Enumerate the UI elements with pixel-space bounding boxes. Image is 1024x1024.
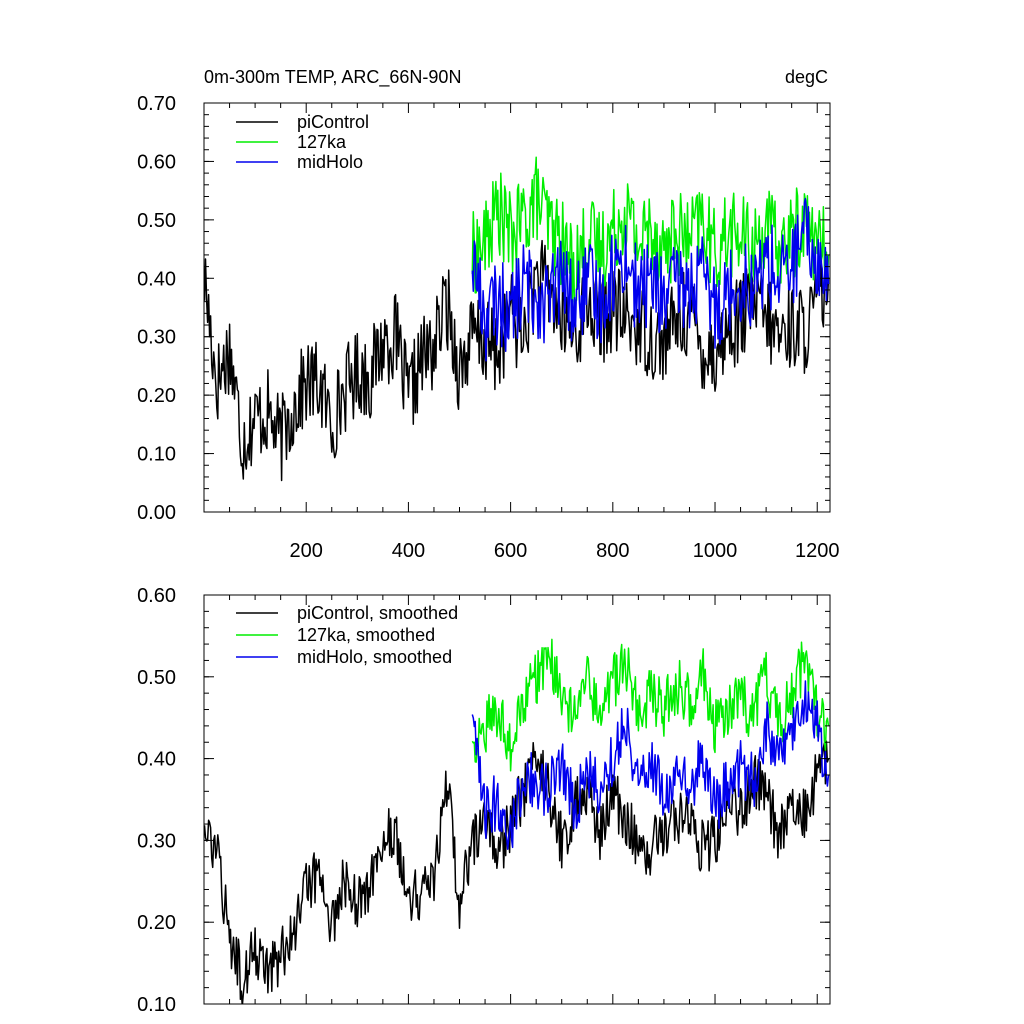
axis-frame xyxy=(203,594,831,1005)
y-tick-label: 0.50 xyxy=(137,667,176,689)
series-line-127ka xyxy=(471,156,830,306)
x-tick-label: 800 xyxy=(596,540,629,562)
axis-frame xyxy=(203,102,831,513)
bottom-panel: 0.10 0.20 0.30 0.40 0.50 0.60 piControl, smoot… xyxy=(137,585,831,1016)
series-line-midholo xyxy=(471,197,830,362)
x-tick-label: 200 xyxy=(290,540,323,562)
y-tick-label: 0.10 xyxy=(137,444,176,466)
legend-label: piControl, smoothed xyxy=(297,603,458,623)
y-tick-label: 0.40 xyxy=(137,749,176,771)
y-tick-label: 0.20 xyxy=(137,912,176,934)
x-tick-label: 400 xyxy=(392,540,425,562)
x-tick-label: 1200 xyxy=(795,540,840,562)
y-tick-label: 0.20 xyxy=(137,385,176,407)
top-chart-units: degC xyxy=(785,67,828,87)
top-panel: 0m-300m TEMP, ARC_66N-90N degC 0.00 0.10 0… xyxy=(137,67,839,562)
legend-label: midHolo, smoothed xyxy=(297,647,452,667)
plot-area xyxy=(204,156,830,482)
y-tick-label: 0.10 xyxy=(137,994,176,1016)
x-tick-label: 1000 xyxy=(693,540,738,562)
y-tick-label: 0.60 xyxy=(137,585,176,607)
y-tick-label: 0.50 xyxy=(137,210,176,232)
y-tick-label: 0.40 xyxy=(137,268,176,290)
plot-area xyxy=(204,638,830,1004)
legend-label: 127ka xyxy=(297,132,347,152)
y-tick-label: 0.60 xyxy=(137,151,176,173)
y-tick-label: 0.30 xyxy=(137,830,176,852)
top-chart-title: 0m-300m TEMP, ARC_66N-90N xyxy=(204,67,461,88)
x-tick-label: 600 xyxy=(494,540,527,562)
y-tick-label: 0.70 xyxy=(137,93,176,115)
legend-label: midHolo xyxy=(297,152,363,172)
legend-label: 127ka, smoothed xyxy=(297,625,435,645)
series-line-127ka-smoothed xyxy=(471,638,830,772)
y-tick-label: 0.00 xyxy=(137,502,176,524)
legend-label: piControl xyxy=(297,112,369,132)
y-tick-label: 0.30 xyxy=(137,327,176,349)
series-line-picontrol xyxy=(204,239,830,482)
series-line-midholo-smoothed xyxy=(471,680,830,850)
